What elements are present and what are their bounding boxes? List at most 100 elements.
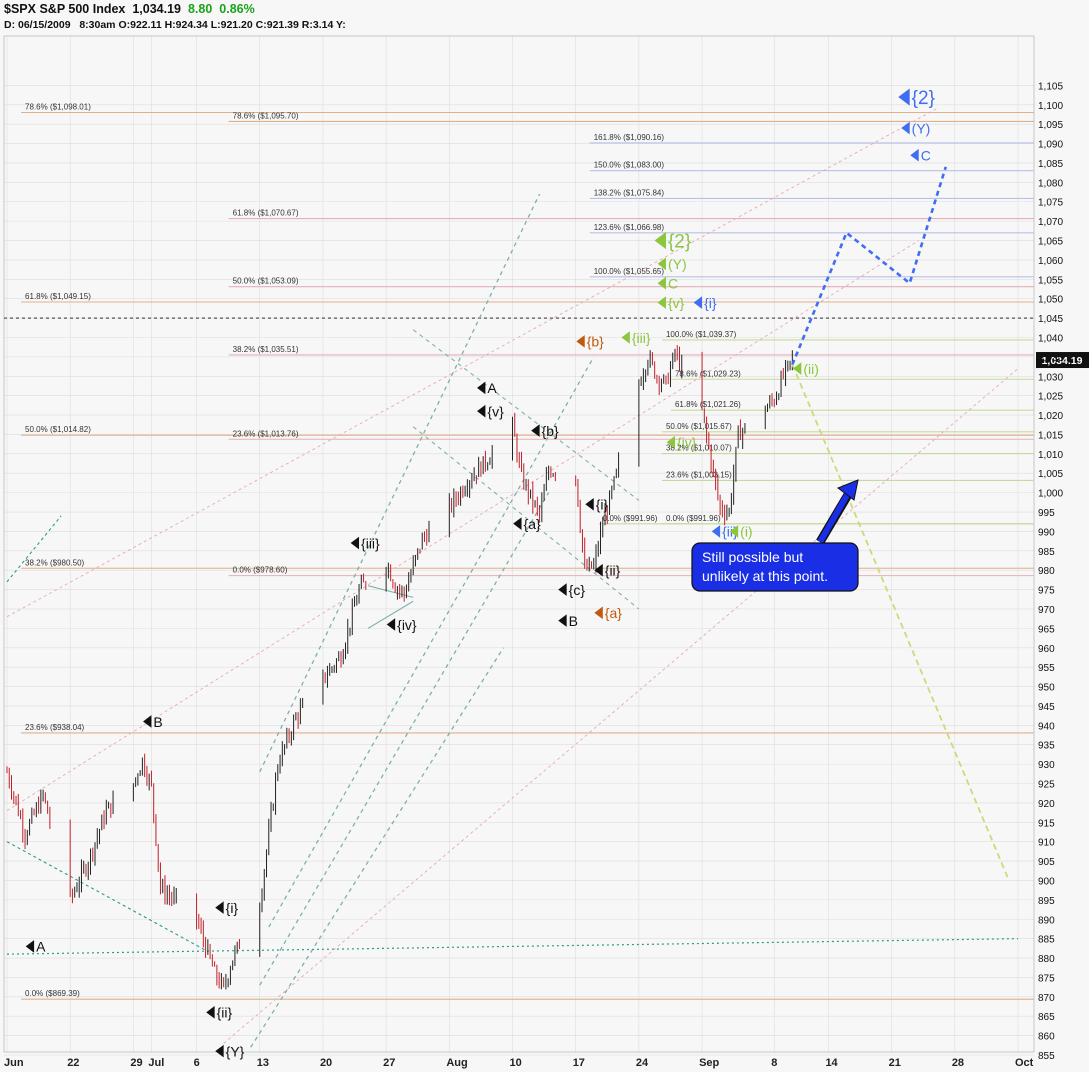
fib-label: 78.6% ($1,029.23) [675,369,741,378]
wave-label: C [921,148,931,164]
wave-label: A [36,939,46,955]
y-tick-label: 1,090 [1038,140,1063,151]
y-tick-label: 970 [1038,605,1055,616]
x-tick-label: 13 [257,1057,269,1069]
y-tick-label: 980 [1038,566,1055,577]
fib-label: 23.6% ($938.04) [25,723,84,732]
x-tick-label: 27 [383,1057,395,1069]
wave-label: {i} [226,900,239,916]
trend-line [6,841,206,951]
x-tick-label: 17 [573,1057,585,1069]
y-tick-label: 900 [1038,876,1055,887]
price-change: 8.80 [187,2,213,16]
wave-marker-icon [513,517,522,530]
wave-label: {b} [587,334,604,350]
time-readout: 8:30am [79,19,116,31]
wave-marker-icon [477,404,486,418]
callout-text: Still possible but [702,549,803,565]
chart-header: $SPX S&P 500 Index 1,034.19 8.80 0.86% [4,2,255,16]
y-tick-label: 875 [1038,973,1055,984]
y-tick-label: 860 [1038,1032,1055,1043]
open-readout: O:922.11 [118,19,162,31]
y-tick-label: 965 [1038,624,1055,635]
y-tick-label: 995 [1038,508,1055,519]
wave-label: {iv} [677,435,697,451]
wave-marker-icon [25,940,35,953]
price-change-pct: 0.86% [219,2,255,16]
x-tick-label: Jun [4,1057,24,1069]
x-tick-label: 10 [510,1057,522,1069]
wave-marker-icon [657,296,666,309]
wave-marker-icon [792,362,802,375]
wave-marker-icon [558,583,567,596]
wave-label: {i} [704,295,717,311]
y-tick-label: 950 [1038,683,1055,694]
wave-marker-icon [693,296,703,309]
y-tick-label: 1,035 [1038,353,1063,364]
x-tick-label: 28 [952,1057,964,1069]
x-tick-label: 21 [889,1057,901,1069]
chart-grid [3,35,1035,1056]
date-axis: Jun 22 29 Jul 6 13 20 27 Aug 10 17 24 Sep 8 14 21 28 Oct [4,1057,1034,1069]
wave-marker-icon [621,331,630,344]
low-readout: L:921.20 [210,19,253,31]
y-tick-label: 1,065 [1038,237,1063,248]
y-tick-label: 1,070 [1038,217,1063,228]
wave-label: B [569,613,578,629]
wave-label: {b} [542,423,559,439]
y-tick-label: 1,080 [1038,178,1063,189]
wave-marker-icon [901,121,910,135]
y-tick-label: 1,105 [1038,81,1063,92]
fib-label: 61.8% ($1,021.26) [675,400,741,409]
y-tick-label: 975 [1038,586,1055,597]
wave-label: {ii} [217,1005,233,1021]
wave-label: (Y) [912,120,931,136]
y-tick-label: 905 [1038,857,1055,868]
plot-frame [3,35,1035,1053]
x-tick-label: 29 [130,1057,142,1069]
wave-label: {2} [668,232,691,253]
y-tick-label: 1,060 [1038,256,1063,267]
channel-line [412,426,640,610]
fib-label: 50.0% ($1,015.67) [666,422,732,431]
wave-label: (Y) [668,256,687,272]
wave-marker-icon [898,88,910,106]
wave-marker-icon [654,231,666,250]
wave-marker-icon [215,1044,224,1058]
wave-marker-icon [729,525,739,538]
wave-label: B [153,714,162,730]
wave-label: {iv} [397,617,417,633]
wave-projection [791,166,1010,881]
fib-label: 161.8% ($1,090.16) [594,133,665,142]
wave-marker-icon [711,525,721,538]
y-tick-label: 910 [1038,838,1055,849]
y-tick-label: 1,030 [1038,372,1063,383]
y-tick-label: 1,020 [1038,411,1063,422]
last-price-label: 1,034.19 [1042,355,1083,367]
y-tick-label: 915 [1038,818,1055,829]
wave-marker-icon [531,424,540,437]
wave-label: {i} [596,497,609,513]
y-tick-label: 895 [1038,896,1055,907]
wave-marker-icon [558,614,567,627]
wave-marker-icon [910,148,919,162]
channel-pink [6,240,919,812]
fib-label: 61.8% ($1,049.15) [25,292,91,301]
fib-label: 50.0% ($1,014.82) [25,425,91,434]
x-tick-label: 8 [771,1057,777,1069]
high-readout: H:924.34 [164,19,208,31]
green-projection [791,364,1010,881]
wave-marker-icon [215,901,224,914]
y-tick-label: 930 [1038,760,1055,771]
wave-marker-icon [585,497,594,511]
y-tick-label: 985 [1038,547,1055,558]
wave-label: {a} [524,516,541,532]
price-bars [6,345,793,990]
fib-label: 150.0% ($1,083.00) [594,161,665,170]
callout-text: unlikely at this point. [702,568,828,584]
range-readout: R:3.14 [301,19,334,31]
fib-label: 78.6% ($1,098.01) [25,103,91,112]
y-tick-label: 880 [1038,954,1055,965]
y-tick-label: 1,015 [1038,430,1063,441]
y-tick-label: 1,055 [1038,275,1063,286]
